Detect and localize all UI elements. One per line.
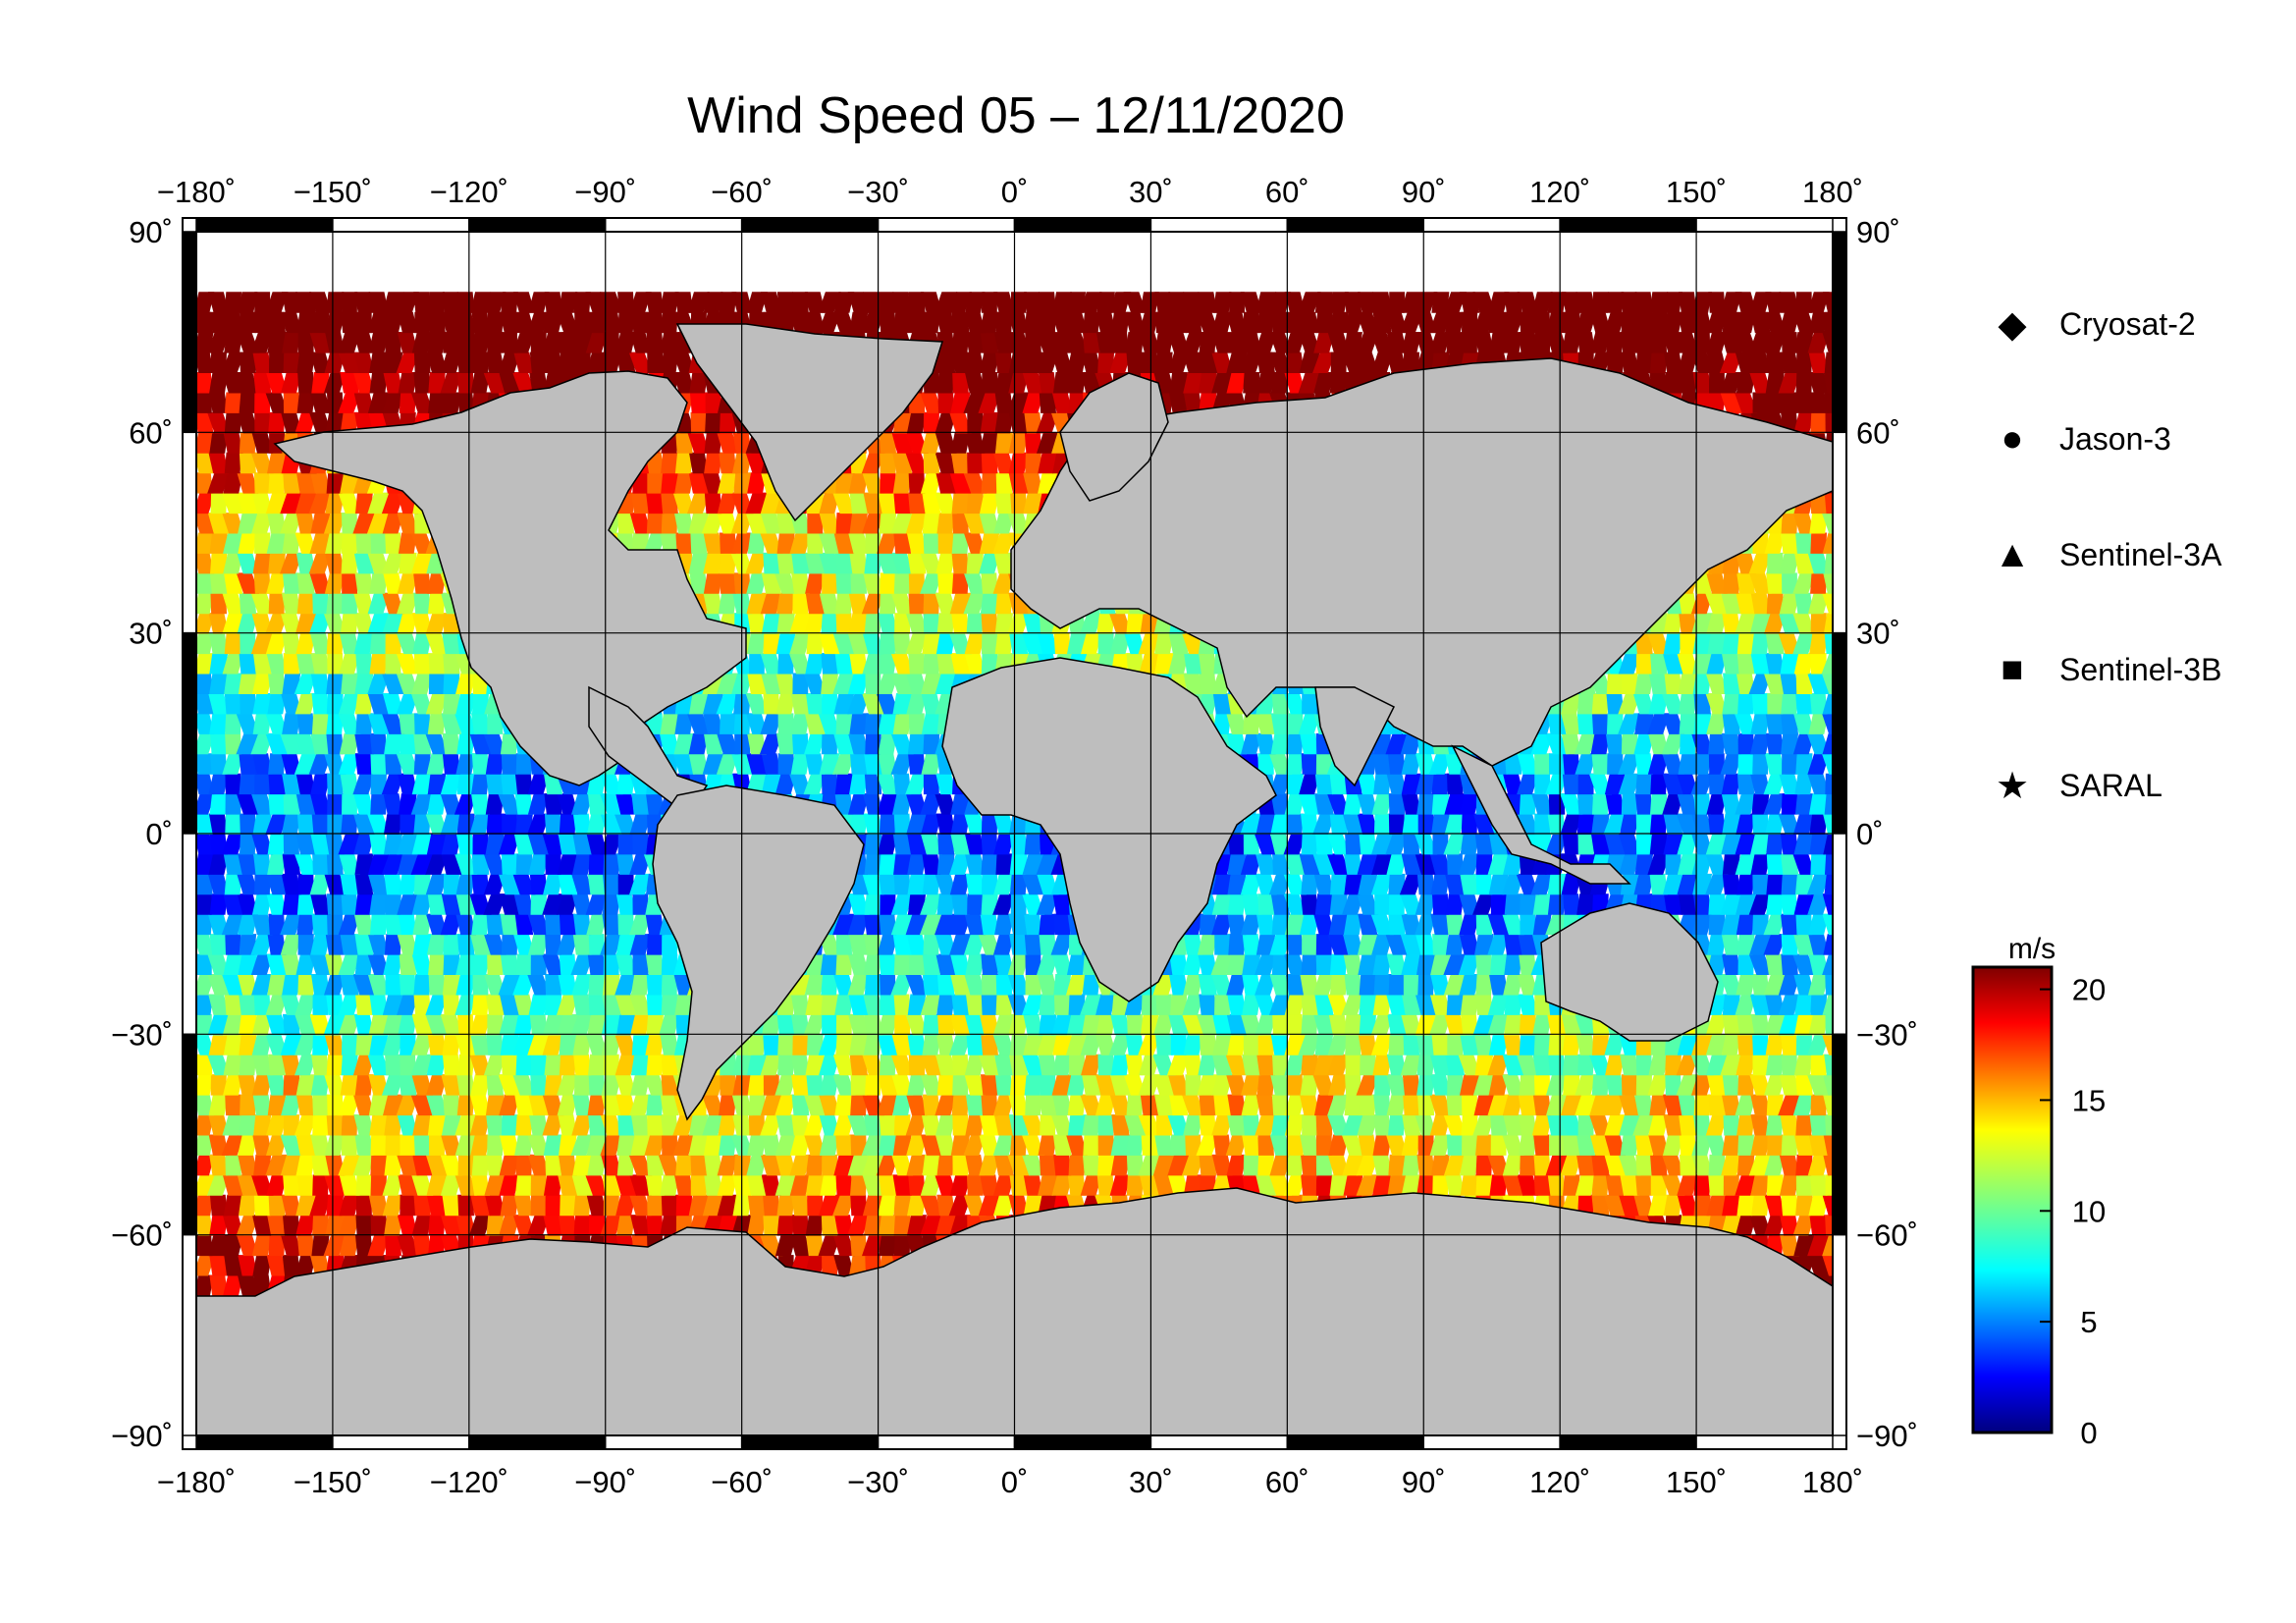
land-scandinavia xyxy=(1059,372,1169,502)
lon-tick-bottom: −150˚ xyxy=(294,1465,372,1499)
map-frame xyxy=(182,217,1847,1450)
lon-tick-top: 150˚ xyxy=(1666,175,1727,209)
lon-tick-top: −150˚ xyxy=(294,175,372,209)
lon-tick-bottom: 150˚ xyxy=(1666,1465,1727,1499)
lon-tick-bottom: −90˚ xyxy=(574,1465,636,1499)
land-southeast-asia xyxy=(1451,744,1631,885)
legend-item-sentinel-3b: ■ Sentinel-3B xyxy=(1991,645,2222,694)
land-south-america xyxy=(652,784,865,1121)
legend-label: Jason-3 xyxy=(2059,420,2171,457)
lon-tick-bottom: −30˚ xyxy=(847,1465,909,1499)
colorbar-unit: m/s xyxy=(2007,933,2056,965)
lat-tick-right: 90˚ xyxy=(1856,215,1900,249)
colorbar-tick-label: 0 xyxy=(2080,1416,2097,1450)
map-title: Wind Speed 05 – 12/11/2020 xyxy=(687,87,1345,144)
lon-tick-top: 90˚ xyxy=(1402,175,1446,209)
lat-tick-right: 0˚ xyxy=(1856,817,1884,851)
lon-tick-top: 0˚ xyxy=(1001,175,1029,209)
lat-tick-left: −60˚ xyxy=(111,1218,173,1253)
lon-tick-top: −30˚ xyxy=(847,175,909,209)
square-icon: ■ xyxy=(2001,648,2024,690)
lat-tick-left: 60˚ xyxy=(129,415,173,450)
lon-tick-top: −180˚ xyxy=(157,175,236,209)
lat-tick-left: 30˚ xyxy=(129,617,173,651)
lat-tick-right: 30˚ xyxy=(1856,617,1900,651)
lat-tick-right: −60˚ xyxy=(1856,1218,1918,1253)
circle-icon: ● xyxy=(2001,417,2024,460)
lon-tick-top: 30˚ xyxy=(1129,175,1173,209)
lon-tick-bottom: 30˚ xyxy=(1129,1465,1173,1499)
colorbar xyxy=(1971,965,2054,1434)
land-india xyxy=(1314,686,1396,787)
lon-tick-top: −120˚ xyxy=(430,175,508,209)
lon-tick-top: −60˚ xyxy=(711,175,773,209)
legend-item-cryosat-2: ◆ Cryosat-2 xyxy=(1991,299,2196,349)
lon-tick-bottom: −180˚ xyxy=(157,1465,236,1499)
legend-item-jason-3: ● Jason-3 xyxy=(1991,414,2171,463)
triangle-icon: ▲ xyxy=(1994,533,2031,575)
lon-tick-top: 180˚ xyxy=(1802,175,1863,209)
land-eurasia xyxy=(1010,357,1833,767)
legend-label: Sentinel-3A xyxy=(2059,536,2222,572)
legend-label: Cryosat-2 xyxy=(2059,305,2196,342)
tick-labels: −180˚ −180˚ −150˚ −150˚ −120˚ −120˚ −90˚ −90˚ −6… xyxy=(111,175,1918,1499)
lon-tick-bottom: 90˚ xyxy=(1402,1465,1446,1499)
lat-tick-right: −90˚ xyxy=(1856,1419,1918,1453)
legend-item-sentinel-3a: ▲ Sentinel-3A xyxy=(1991,530,2221,579)
diamond-icon: ◆ xyxy=(1998,303,2027,346)
legend-label: SARAL xyxy=(2059,767,2163,803)
land-greenland xyxy=(675,323,944,522)
lon-tick-bottom: 60˚ xyxy=(1265,1465,1309,1499)
land-australia xyxy=(1540,902,1719,1042)
colorbar-tick-label: 15 xyxy=(2072,1083,2106,1117)
lat-tick-left: −90˚ xyxy=(111,1419,173,1453)
lat-tick-right: −30˚ xyxy=(1856,1017,1918,1052)
legend-item-saral: ★ SARAL xyxy=(1991,761,2163,810)
lat-tick-right: 60˚ xyxy=(1856,415,1900,450)
lon-tick-bottom: −60˚ xyxy=(711,1465,773,1499)
land-africa xyxy=(941,657,1277,1002)
lon-tick-bottom: 0˚ xyxy=(1001,1465,1029,1499)
lon-tick-top: 120˚ xyxy=(1529,175,1590,209)
lon-tick-top: 60˚ xyxy=(1265,175,1309,209)
colorbar-ticks: 20 15 10 5 0 xyxy=(2040,973,2106,1450)
lon-tick-bottom: 180˚ xyxy=(1802,1465,1863,1499)
colorbar-tick-label: 10 xyxy=(2072,1194,2106,1228)
lat-tick-left: −30˚ xyxy=(111,1017,173,1052)
lon-tick-bottom: 120˚ xyxy=(1529,1465,1590,1499)
lon-tick-top: −90˚ xyxy=(574,175,636,209)
land-north-america xyxy=(273,370,747,786)
graticule xyxy=(196,232,1833,1435)
colorbar-tick-label: 5 xyxy=(2080,1305,2097,1339)
lon-tick-bottom: −120˚ xyxy=(430,1465,508,1499)
legend-label: Sentinel-3B xyxy=(2059,651,2222,687)
lat-tick-left: 0˚ xyxy=(145,817,173,851)
star-icon: ★ xyxy=(1995,765,2030,807)
lat-tick-left: 90˚ xyxy=(129,215,173,249)
colorbar-tick-label: 20 xyxy=(2072,973,2106,1007)
